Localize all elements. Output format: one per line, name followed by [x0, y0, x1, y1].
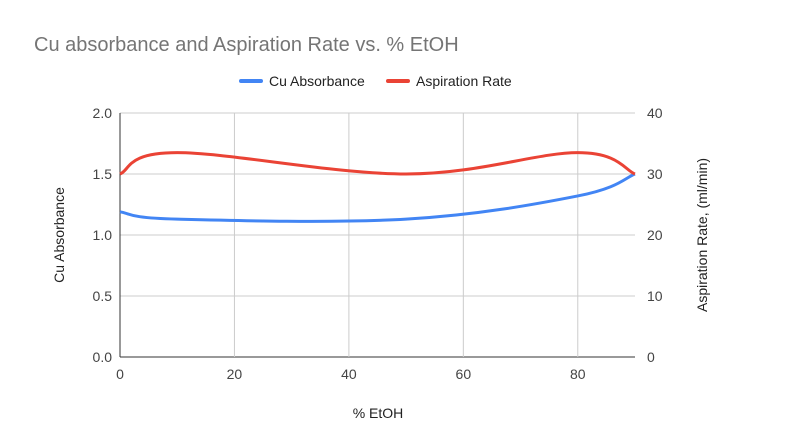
- x-tick-label: 80: [570, 366, 586, 382]
- x-tick-label: 20: [227, 366, 243, 382]
- y-tick-label: 2.0: [93, 105, 113, 121]
- y-tick-label: 0.5: [93, 288, 113, 304]
- y2-tick-label: 20: [647, 227, 663, 243]
- y-tick-label: 1.5: [93, 166, 113, 182]
- x-tick-label: 40: [341, 366, 357, 382]
- y2-axis-label: Aspiration Rate, (ml/min): [694, 158, 710, 312]
- tick-labels: 0.0 0.5 1.0 1.5 2.0 0 10 20 30 40 0 20 40 60 80: [93, 105, 663, 382]
- y2-tick-label: 30: [647, 166, 663, 182]
- legend: Cu Absorbance Aspiration Rate: [239, 73, 512, 89]
- series-line-cu-absorbance: [119, 172, 636, 223]
- chart-title: Cu absorbance and Aspiration Rate vs. % …: [34, 34, 459, 56]
- series-lines: [119, 151, 636, 223]
- x-tick-label: 0: [116, 366, 124, 382]
- series-line-aspiration-rate: [119, 151, 636, 176]
- y-axis-label: Cu Absorbance: [51, 187, 67, 283]
- gridlines: [119, 112, 635, 358]
- y2-tick-label: 0: [647, 349, 655, 365]
- legend-label: Aspiration Rate: [416, 73, 512, 89]
- y2-tick-label: 10: [647, 288, 663, 304]
- y-tick-label: 0.0: [93, 349, 113, 365]
- y-tick-label: 1.0: [93, 227, 113, 243]
- legend-label: Cu Absorbance: [269, 73, 365, 89]
- x-tick-label: 60: [456, 366, 472, 382]
- y2-tick-label: 40: [647, 105, 663, 121]
- x-axis-label: % EtOH: [353, 405, 404, 421]
